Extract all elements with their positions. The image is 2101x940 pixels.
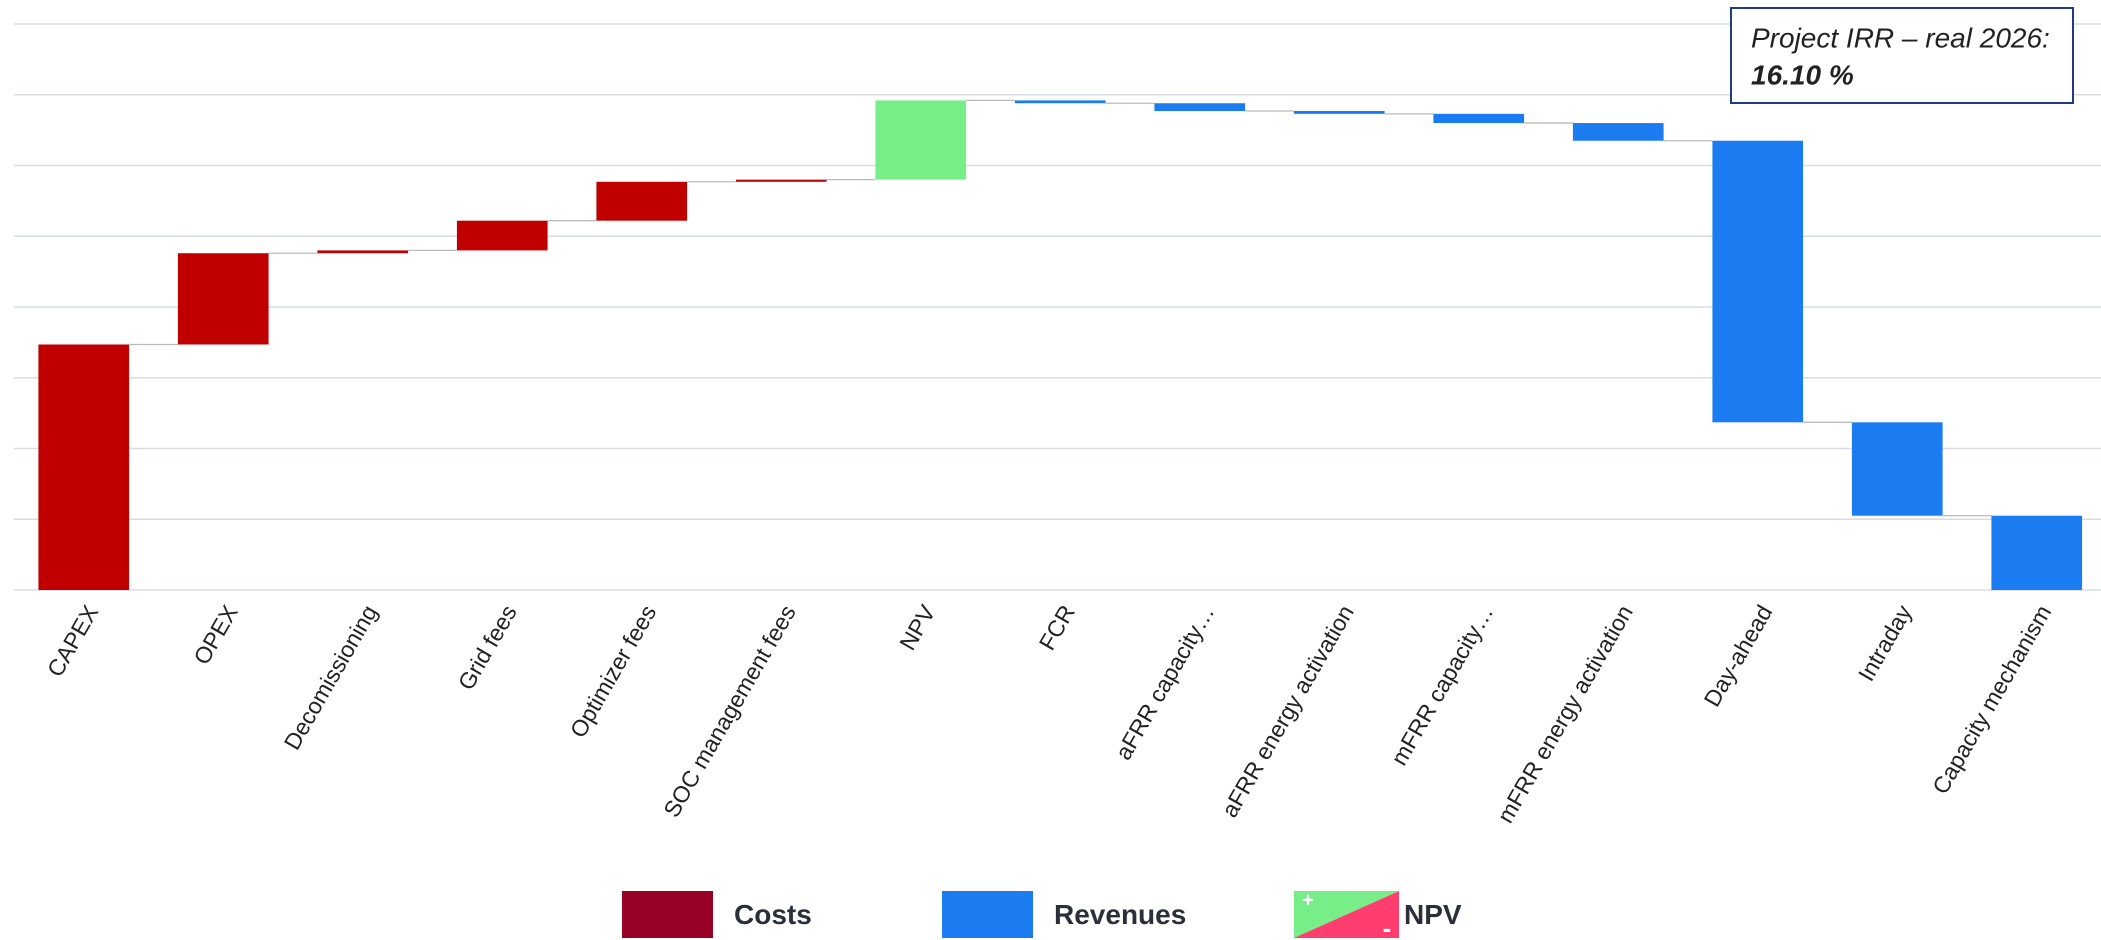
legend-label: NPV [1404, 899, 1462, 930]
bar [596, 181, 688, 221]
grid [14, 23, 2101, 591]
x-tick-label: SOC management fees [658, 601, 801, 822]
bar [456, 220, 548, 251]
bar [1712, 140, 1804, 423]
legend-swatch [942, 891, 1033, 938]
bar [1014, 100, 1106, 104]
bar [1572, 123, 1664, 141]
x-tick-label: Intraday [1853, 600, 1917, 685]
bar [1154, 103, 1246, 112]
bar [1851, 422, 1943, 516]
bar [1293, 111, 1385, 114]
x-tick-label: mFRR capacity… [1386, 601, 1499, 770]
bar [177, 253, 269, 345]
x-tick-label: Decomissioning [279, 601, 383, 755]
x-tick-label: OPEX [188, 601, 242, 669]
bar [875, 100, 967, 180]
x-tick-label: Capacity mechanism [1927, 601, 2056, 799]
legend-label: Revenues [1054, 899, 1186, 930]
x-tick-label: Day-ahead [1699, 601, 1778, 711]
legend-sign: - [1383, 913, 1392, 940]
x-tick-label: aFRR energy activation [1216, 601, 1359, 822]
x-tick-label: aFRR capacity… [1110, 601, 1219, 765]
bar [317, 250, 409, 254]
bar [38, 344, 130, 590]
bar [735, 179, 827, 182]
x-tick-label: CAPEX [42, 601, 104, 682]
annotation-label: Project IRR – real 2026: [1751, 22, 2050, 53]
annotation-value: 16.10 % [1751, 59, 1854, 90]
legend-sign: + [1302, 889, 1314, 911]
legend-swatch [622, 891, 713, 938]
x-tick-label: FCR [1034, 601, 1080, 655]
annotation-box [1730, 7, 2074, 104]
x-tick-label: NPV [894, 600, 940, 655]
x-tick-label: Grid fees [453, 601, 522, 695]
bar [1433, 113, 1525, 124]
bar [1991, 515, 2083, 590]
x-tick-label: Optimizer fees [565, 601, 662, 742]
legend-swatch [1294, 891, 1399, 938]
x-tick-label: mFRR energy activation [1492, 601, 1638, 828]
legend-label: Costs [734, 899, 812, 930]
